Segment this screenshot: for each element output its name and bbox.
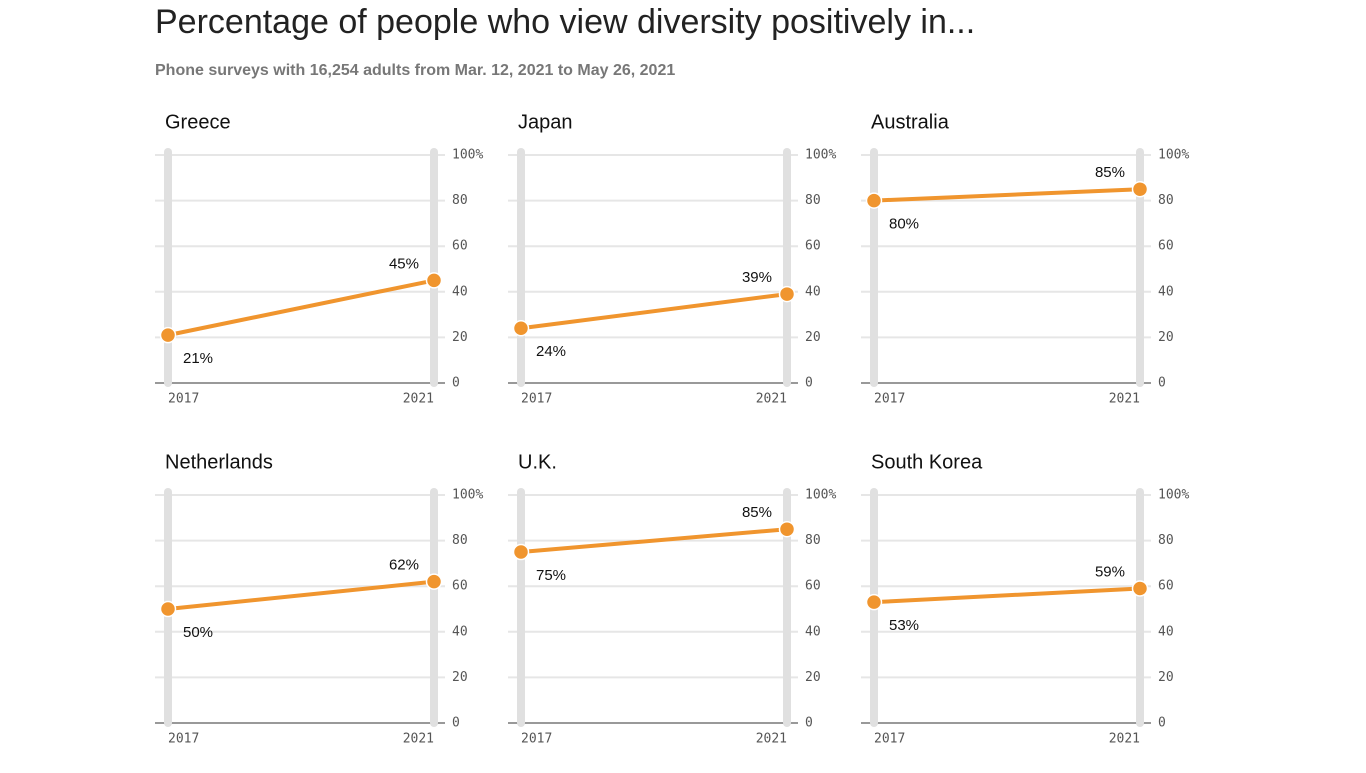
- point: [865, 593, 883, 611]
- y-tick-label: 0: [1158, 716, 1166, 731]
- point: [1131, 180, 1149, 198]
- panel-title: Netherlands: [165, 451, 273, 473]
- y-tick-label: 100%: [1158, 148, 1189, 163]
- y-tick-label: 60: [1158, 239, 1174, 254]
- y-tick-label: 0: [452, 716, 460, 731]
- x-tick-label: 2021: [756, 392, 787, 407]
- y-tick-label: 100%: [805, 148, 836, 163]
- y-tick-label: 40: [1158, 624, 1174, 639]
- value-label: 59%: [1095, 563, 1125, 580]
- x-tick-label: 2021: [756, 732, 787, 747]
- y-tick-label: 80: [452, 193, 468, 208]
- point: [512, 543, 530, 561]
- line: [167, 278, 435, 338]
- y-tick-label: 60: [452, 579, 468, 594]
- y-tick-label: 80: [1158, 193, 1174, 208]
- x-tick-label: 2017: [521, 392, 552, 407]
- x-tick-label: 2017: [168, 732, 199, 747]
- point: [425, 573, 443, 590]
- line: [167, 579, 435, 611]
- y-tick-label: 0: [805, 376, 813, 391]
- x-tick-label: 2021: [1109, 392, 1140, 407]
- y-tick-label: 20: [1158, 670, 1174, 685]
- x-tick-label: 2017: [168, 392, 199, 407]
- y-tick-label: 60: [805, 579, 821, 594]
- y-tick-label: 100%: [452, 488, 483, 503]
- x-tick-label: 2017: [874, 732, 905, 747]
- line: [520, 292, 788, 331]
- value-label: 85%: [1095, 164, 1125, 181]
- y-tick-label: 40: [805, 284, 821, 299]
- x-tick-label: 2017: [521, 732, 552, 747]
- y-tick-label: 40: [805, 624, 821, 639]
- point: [778, 520, 796, 538]
- line: [520, 527, 788, 554]
- y-tick-label: 0: [452, 376, 460, 391]
- point: [159, 326, 177, 344]
- y-tick-label: 0: [805, 716, 813, 731]
- y-tick-label: 20: [452, 330, 468, 345]
- y-tick-label: 80: [805, 193, 821, 208]
- y-tick-label: 80: [452, 533, 468, 548]
- point: [865, 192, 883, 209]
- value-label: 21%: [183, 350, 213, 367]
- y-tick-label: 40: [1158, 284, 1174, 299]
- value-label: 80%: [889, 216, 919, 233]
- chart-subtitle: Phone surveys with 16,254 adults from Ma…: [155, 62, 675, 79]
- value-label: 39%: [742, 269, 772, 286]
- y-tick-label: 100%: [805, 488, 836, 503]
- value-label: 85%: [742, 504, 772, 521]
- y-tick-label: 100%: [452, 148, 483, 163]
- point: [425, 272, 443, 289]
- line: [873, 586, 1141, 605]
- value-label: 45%: [389, 255, 419, 272]
- y-tick-label: 80: [805, 533, 821, 548]
- panel-title: Japan: [518, 111, 573, 133]
- x-tick-label: 2017: [874, 392, 905, 407]
- y-tick-label: 100%: [1158, 488, 1189, 503]
- y-tick-label: 20: [452, 670, 468, 685]
- chart-title: Percentage of people who view diversity …: [155, 3, 975, 41]
- panel-title: Australia: [871, 111, 950, 133]
- line: [873, 187, 1141, 203]
- panel-title: South Korea: [871, 451, 983, 473]
- point: [778, 285, 796, 303]
- panel-title: U.K.: [518, 451, 557, 473]
- point: [1131, 580, 1149, 597]
- x-tick-label: 2021: [403, 732, 434, 747]
- y-tick-label: 0: [1158, 376, 1166, 391]
- y-tick-label: 40: [452, 624, 468, 639]
- y-tick-label: 60: [805, 239, 821, 254]
- y-tick-label: 60: [1158, 579, 1174, 594]
- y-tick-label: 20: [1158, 330, 1174, 345]
- panel-title: Greece: [165, 111, 231, 133]
- x-tick-label: 2021: [403, 392, 434, 407]
- y-tick-label: 60: [452, 239, 468, 254]
- value-label: 75%: [536, 567, 566, 584]
- point: [512, 320, 530, 337]
- value-label: 50%: [183, 624, 213, 641]
- y-tick-label: 20: [805, 670, 821, 685]
- y-tick-label: 20: [805, 330, 821, 345]
- value-label: 62%: [389, 557, 419, 574]
- value-label: 53%: [889, 617, 919, 634]
- y-tick-label: 40: [452, 284, 468, 299]
- x-tick-label: 2021: [1109, 732, 1140, 747]
- point: [159, 600, 177, 618]
- y-tick-label: 80: [1158, 533, 1174, 548]
- value-label: 24%: [536, 343, 566, 360]
